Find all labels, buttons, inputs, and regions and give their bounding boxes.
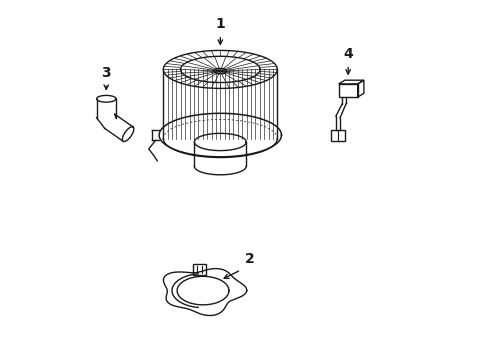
- Bar: [331, 130, 344, 141]
- Text: 3: 3: [101, 66, 111, 80]
- Text: 1: 1: [215, 17, 224, 31]
- Text: 4: 4: [343, 47, 352, 61]
- Text: 2: 2: [244, 252, 254, 266]
- Bar: [193, 264, 206, 275]
